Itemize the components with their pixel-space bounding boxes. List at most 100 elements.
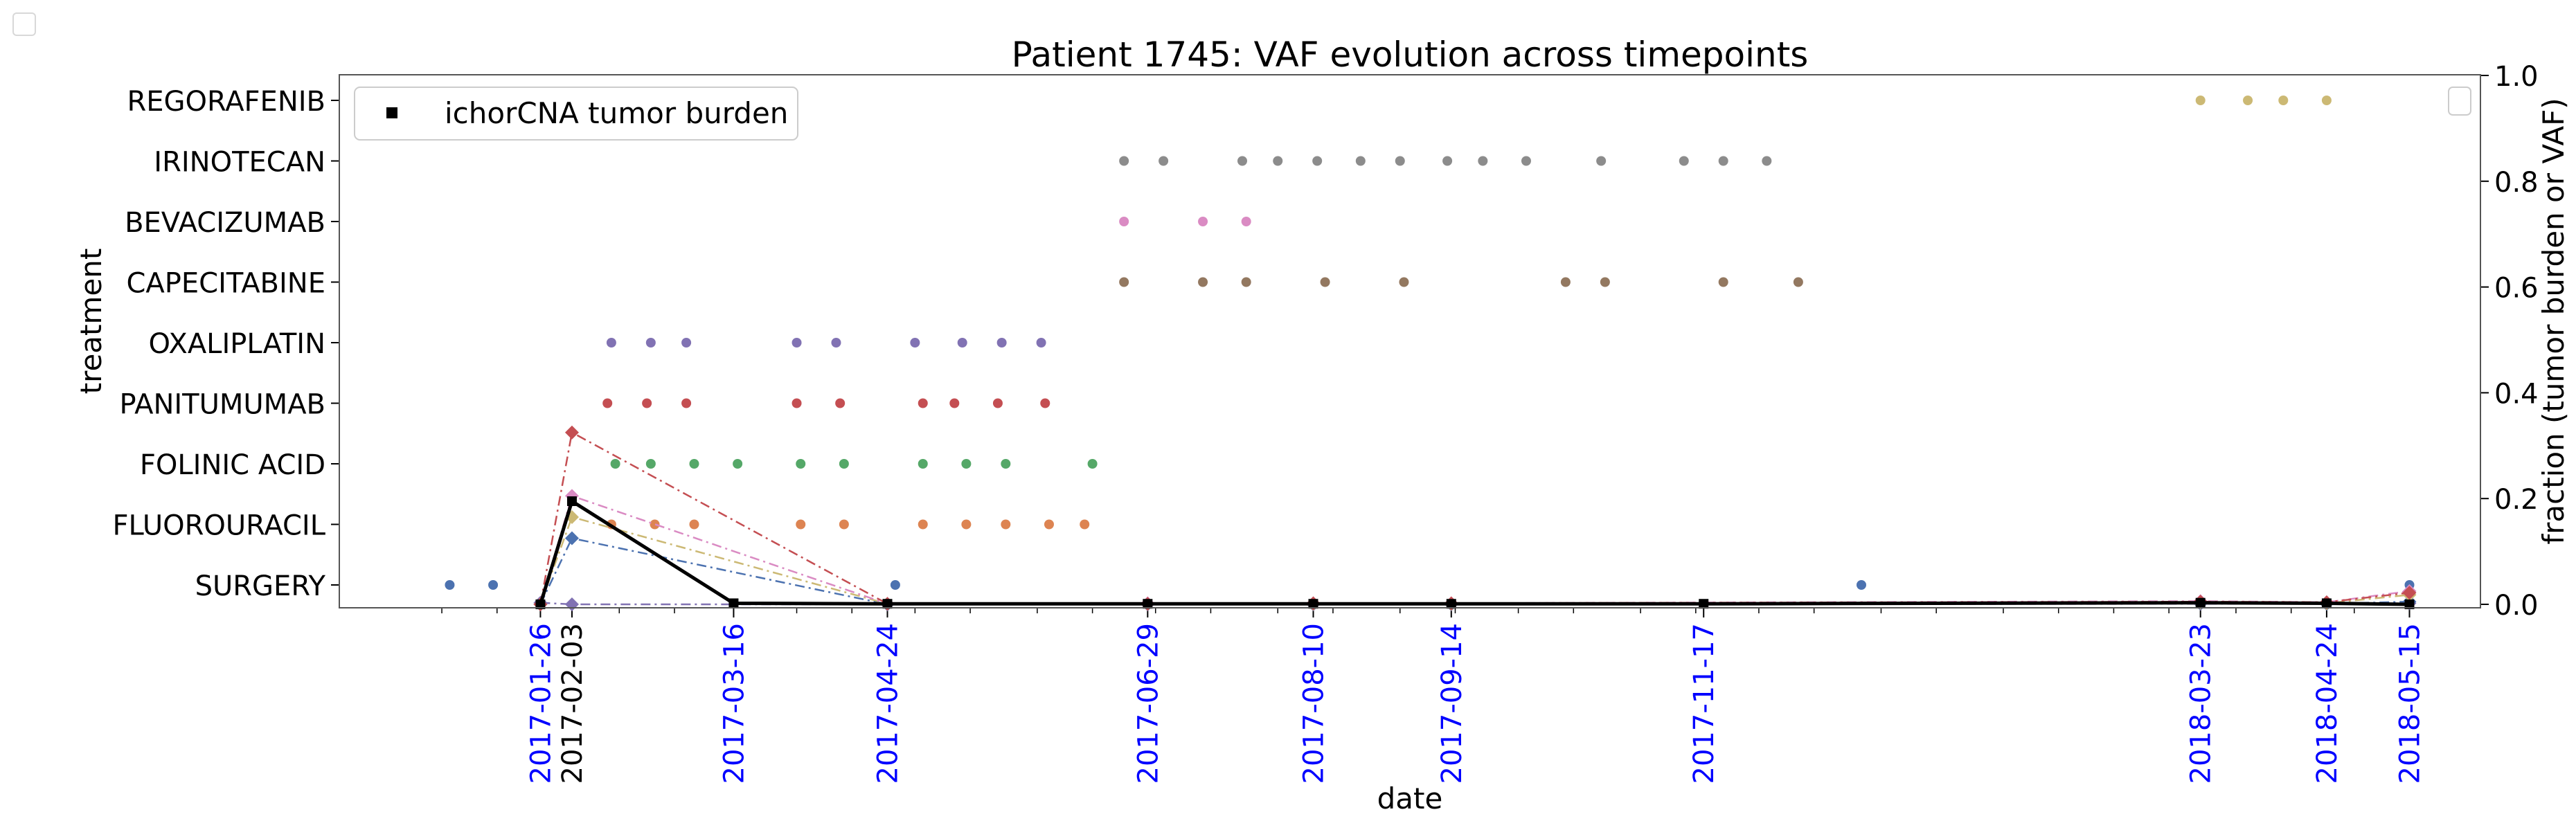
series-point-square xyxy=(2195,597,2206,608)
series-point-diamond xyxy=(564,425,579,440)
x-tick-label-2017-09-14: 2017-09-14 xyxy=(1436,623,1468,784)
treatment-dot-capecitabine xyxy=(1399,277,1409,287)
treatment-dot-capecitabine xyxy=(1793,277,1803,287)
series-point-square xyxy=(1446,599,1456,609)
left-tick-label-irinotecan: IRINOTECAN xyxy=(154,147,325,179)
second-legend-box xyxy=(2448,87,2471,116)
series-point-square xyxy=(1699,599,1709,609)
legend-marker-ichorcna xyxy=(386,107,397,118)
treatment-dot-bevacizumab xyxy=(1198,217,1208,226)
treatment-dot-panitumumab xyxy=(992,398,1003,408)
treatment-dot-regorafenib xyxy=(2321,96,2332,105)
series-line-1 xyxy=(539,431,2410,605)
treatment-dot-folinic-acid xyxy=(645,459,656,469)
series-point-square xyxy=(2321,598,2332,608)
treatment-dot-irinotecan xyxy=(1762,156,1772,166)
treatment-dot-irinotecan xyxy=(1159,156,1169,166)
treatment-dot-irinotecan xyxy=(1442,156,1453,166)
treatment-dot-oxaliplatin xyxy=(957,338,967,348)
treatment-dot-irinotecan xyxy=(1273,156,1283,166)
treatment-dot-fluorouracil xyxy=(796,519,806,530)
treatment-dot-capecitabine xyxy=(1600,277,1610,287)
right-tick-label: 0.6 xyxy=(2494,273,2539,305)
treatment-dot-folinic-acid xyxy=(918,459,928,469)
treatment-dot-capecitabine xyxy=(1320,277,1330,287)
treatment-dot-regorafenib xyxy=(2195,96,2206,105)
treatment-dot-surgery xyxy=(445,580,455,590)
left-tick-label-panitumumab: PANITUMUMAB xyxy=(120,389,325,421)
treatment-dot-irinotecan xyxy=(1521,156,1531,166)
treatment-dot-panitumumab xyxy=(642,398,652,408)
treatment-dot-irinotecan xyxy=(1596,156,1607,166)
legend-label-ichorcna: ichorCNA tumor burden xyxy=(445,96,788,130)
treatment-dot-capecitabine xyxy=(1119,277,1129,287)
left-tick-label-surgery: SURGERY xyxy=(195,570,326,602)
x-tick-label-2018-03-23: 2018-03-23 xyxy=(2185,623,2217,784)
treatment-dot-oxaliplatin xyxy=(606,338,616,348)
treatment-dot-capecitabine xyxy=(1241,277,1251,287)
series-point-diamond xyxy=(564,531,579,545)
x-tick-label-2017-02-03: 2017-02-03 xyxy=(557,623,589,784)
treatment-dot-oxaliplatin xyxy=(645,338,656,348)
treatment-dot-irinotecan xyxy=(1312,156,1323,166)
series-point-square xyxy=(566,496,577,507)
treatment-dot-irinotecan xyxy=(1718,156,1728,166)
treatment-dot-fluorouracil xyxy=(839,519,849,530)
treatment-dot-surgery xyxy=(488,580,499,590)
treatment-dot-fluorouracil xyxy=(1044,519,1054,530)
x-tick-label-2017-04-24: 2017-04-24 xyxy=(873,623,904,784)
treatment-dot-fluorouracil xyxy=(689,519,699,530)
series-point-diamond xyxy=(2402,586,2417,600)
treatment-dot-capecitabine xyxy=(1560,277,1571,287)
x-tick-label-2017-06-29: 2017-06-29 xyxy=(1132,623,1164,784)
x-axis-label: date xyxy=(1377,782,1443,815)
series-point-square xyxy=(2404,599,2415,609)
treatment-dot-folinic-acid xyxy=(610,459,620,469)
treatment-dot-bevacizumab xyxy=(1119,217,1129,226)
treatment-dot-regorafenib xyxy=(2243,96,2253,105)
treatment-dot-regorafenib xyxy=(2278,96,2289,105)
x-tick-label-2017-03-16: 2017-03-16 xyxy=(718,623,750,784)
x-tick-label-2018-04-24: 2018-04-24 xyxy=(2311,623,2343,784)
treatment-dot-panitumumab xyxy=(602,398,613,408)
legend-box xyxy=(354,87,798,141)
x-tick-label-2017-11-17: 2017-11-17 xyxy=(1688,623,1720,784)
series-point-square xyxy=(882,599,893,609)
x-tick-label-2018-05-15: 2018-05-15 xyxy=(2395,623,2426,784)
treatment-dot-panitumumab xyxy=(949,398,960,408)
treatment-dot-bevacizumab xyxy=(1241,217,1251,226)
treatment-dot-irinotecan xyxy=(1355,156,1366,166)
series-line-2 xyxy=(539,494,2410,605)
plot-frame xyxy=(339,74,2481,608)
treatment-dot-panitumumab xyxy=(835,398,846,408)
left-tick-label-regorafenib: REGORAFENIB xyxy=(127,86,325,118)
left-tick-label-folinic-acid: FOLINIC ACID xyxy=(140,449,325,481)
x-tick-label-2017-01-26: 2017-01-26 xyxy=(525,623,557,784)
treatment-dot-oxaliplatin xyxy=(996,338,1007,348)
treatment-dot-fluorouracil xyxy=(1080,519,1090,530)
treatment-dot-folinic-acid xyxy=(796,459,806,469)
series-line-4 xyxy=(539,537,2410,606)
chart-title: Patient 1745: VAF evolution across timep… xyxy=(1012,35,1809,75)
treatment-dot-folinic-acid xyxy=(961,459,972,469)
treatment-dot-fluorouracil xyxy=(961,519,972,530)
treatment-dot-panitumumab xyxy=(918,398,928,408)
legend: ichorCNA tumor burden xyxy=(354,87,798,141)
treatment-dot-irinotecan xyxy=(1478,156,1488,166)
treatment-dot-folinic-acid xyxy=(689,459,699,469)
figure-checkbox[interactable] xyxy=(12,12,36,36)
left-tick-label-oxaliplatin: OXALIPLATIN xyxy=(148,328,325,360)
series-point-square xyxy=(728,598,739,608)
series-point-square xyxy=(1143,599,1153,609)
treatment-dot-irinotecan xyxy=(1395,156,1405,166)
x-tick-label-2017-08-10: 2017-08-10 xyxy=(1298,623,1330,784)
treatment-dot-folinic-acid xyxy=(1001,459,1011,469)
right-axis-label: fraction (tumor burden or VAF) xyxy=(2537,98,2570,544)
treatment-dot-surgery xyxy=(890,580,900,590)
left-axis-label: treatment xyxy=(74,249,108,395)
treatment-dot-oxaliplatin xyxy=(910,338,920,348)
treatment-dot-folinic-acid xyxy=(1087,459,1098,469)
treatment-dot-oxaliplatin xyxy=(1036,338,1046,348)
treatment-dot-fluorouracil xyxy=(918,519,928,530)
treatment-dot-oxaliplatin xyxy=(831,338,841,348)
